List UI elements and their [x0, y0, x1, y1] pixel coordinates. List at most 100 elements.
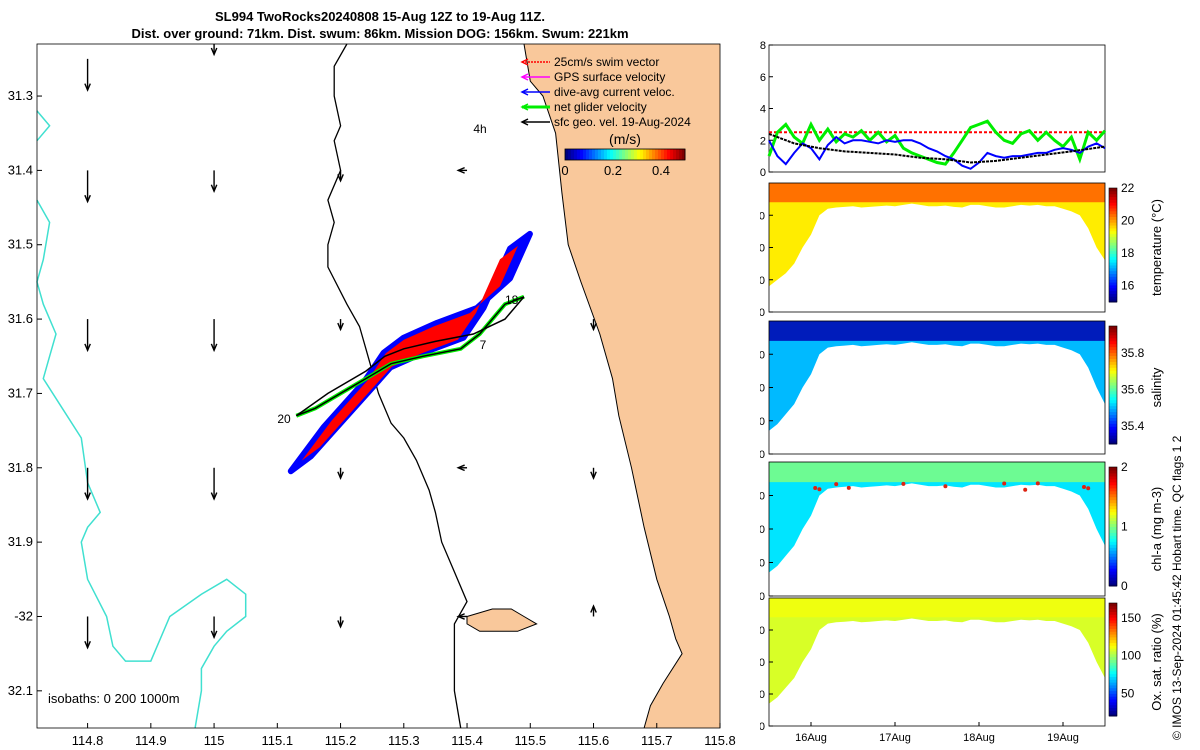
legend-arrowhead [520, 118, 529, 126]
map-x-tick-label: 115.3 [388, 733, 420, 748]
map-y-tick-label: 31.9 [8, 534, 33, 549]
chlorophyll-colorbar-segment [1109, 580, 1117, 584]
legend-label: sfc geo. vel. 19-Aug-2024 [554, 115, 691, 129]
map-y-tick-label: 31.8 [8, 460, 33, 475]
temperature-colorbar-segment [1109, 259, 1117, 263]
salinity-colorbar-segment [1109, 346, 1117, 351]
temperature-colorbar-segment [1109, 247, 1117, 252]
temperature-colorbar-segment [1109, 236, 1117, 240]
salinity-colorbar-segment [1109, 423, 1117, 427]
oxygen-colorbar-segment [1109, 696, 1117, 700]
geo-velocity-arrowhead [590, 322, 597, 332]
salinity-colorbar-segment [1109, 411, 1117, 415]
chlorophyll-colorbar-segment [1109, 553, 1117, 557]
colorbar-segment [595, 149, 599, 160]
colorbar-segment [592, 149, 596, 160]
salinity-colorbar-segment [1109, 387, 1117, 392]
salinity-colorbar-segment [1109, 361, 1117, 365]
chlorophyll-colorbar-segment [1109, 541, 1117, 545]
temperature-y-tick-label: 50 [760, 210, 765, 222]
chlorophyll-colorbar-segment [1109, 577, 1117, 581]
salinity-colorbar-segment [1109, 396, 1117, 401]
temperature-colorbar-segment [1109, 233, 1117, 237]
colorbar-frame [564, 148, 686, 161]
oxygen-colorbar-segment [1109, 619, 1117, 624]
oxygen-colorbar-segment [1109, 648, 1117, 652]
oxygen-y-tick-label: 50 [760, 625, 765, 637]
salinity-colorbar-tick-label: 35.6 [1121, 383, 1145, 397]
temperature-colorbar-segment [1109, 264, 1117, 269]
salinity-colorbar-segment [1109, 340, 1117, 345]
temperature-colorbar-segment [1109, 193, 1117, 198]
colorbar-tick-label: 0 [561, 163, 568, 178]
temperature-colorbar-frame [1108, 187, 1118, 303]
colorbar-segment [643, 149, 647, 160]
chl-high-point [846, 485, 851, 490]
geo-velocity-arrowhead [210, 492, 218, 501]
chlorophyll-colorbar-segment [1109, 520, 1117, 525]
chl-high-point [1086, 486, 1091, 491]
colorbar-label: (m/s) [609, 131, 641, 147]
salinity-colorbar-segment [1109, 393, 1117, 398]
track-label: 4h [473, 122, 486, 136]
oxygen-colorbar-segment [1109, 707, 1117, 711]
temperature-colorbar-segment [1109, 225, 1117, 229]
salinity-colorbar-segment [1109, 376, 1117, 380]
chlorophyll-colorbar-segment [1109, 493, 1117, 498]
legend-label: net glider velocity [554, 100, 647, 114]
temperature-colorbar-segment [1109, 245, 1117, 249]
temperature-colorbar-segment [1109, 282, 1117, 286]
oxygen-colorbar-segment [1109, 659, 1117, 663]
salinity-colorbar-tick-label: 35.4 [1121, 419, 1145, 433]
colorbar-segment [631, 149, 635, 160]
oxygen-colorbar-segment [1109, 656, 1117, 660]
oxygen-colorbar-tick-label: 150 [1121, 611, 1141, 625]
map-y-tick-label: 31.3 [8, 88, 33, 103]
geo-velocity-arrowhead [590, 471, 597, 480]
velocity-y-tick-label: 0.4 [760, 104, 766, 116]
chlorophyll-colorbar-segment [1109, 481, 1117, 486]
colorbar-segment [565, 149, 569, 160]
salinity-colorbar-segment [1109, 405, 1117, 410]
chlorophyll-colorbar-segment [1109, 562, 1117, 566]
salinity-colorbar-segment [1109, 417, 1117, 421]
colorbar-segment [586, 149, 590, 160]
colorbar-segment [613, 149, 617, 160]
chlorophyll-colorbar-segment [1109, 571, 1117, 575]
isobath-1000m [36, 199, 247, 729]
map-y-tick-label: 31.5 [8, 237, 33, 252]
oxygen-colorbar-segment [1109, 634, 1117, 638]
colorbar-segment [583, 149, 587, 160]
geo-velocity-arrowhead [210, 630, 218, 640]
chlorophyll-colorbar-segment [1109, 544, 1117, 548]
oxygen-colorbar-segment [1109, 628, 1117, 632]
oxygen-colorbar-segment [1109, 608, 1117, 612]
chl-high-point [943, 484, 948, 489]
velocity-y-tick-label: 0.6 [760, 72, 766, 84]
geo-velocity-arrowhead [210, 184, 218, 194]
oxygen-colorbar-segment [1109, 603, 1117, 607]
map-x-tick-label: 115.8 [704, 733, 736, 748]
isobath-1000m-segment [36, 110, 51, 142]
oxygen-colorbar-segment [1109, 690, 1117, 694]
track-label: 18 [505, 293, 519, 307]
temperature-colorbar-segment [1109, 293, 1117, 297]
colorbar-segment [655, 149, 659, 160]
chlorophyll-y-tick-label: 50 [760, 491, 765, 503]
coastline [523, 43, 683, 729]
temperature-colorbar-segment [1109, 290, 1117, 294]
legend-arrowhead [520, 88, 529, 96]
temperature-colorbar-segment [1109, 216, 1117, 220]
map-x-tick-label: 115 [204, 733, 225, 748]
temperature-colorbar-segment [1109, 239, 1117, 243]
salinity-colorbar-segment [1109, 390, 1117, 395]
map-axes-frame [36, 43, 721, 729]
salinity-colorbar-segment [1109, 373, 1117, 377]
oxygen-colorbar-segment [1109, 645, 1117, 649]
geo-velocity-arrowhead [84, 83, 91, 92]
salinity-colorbar-segment [1109, 367, 1117, 371]
chl-high-point [1082, 484, 1086, 489]
date-x-tick-label: 16Aug [795, 732, 827, 744]
colorbar-segment [622, 149, 626, 160]
colorbar-segment [625, 149, 629, 160]
